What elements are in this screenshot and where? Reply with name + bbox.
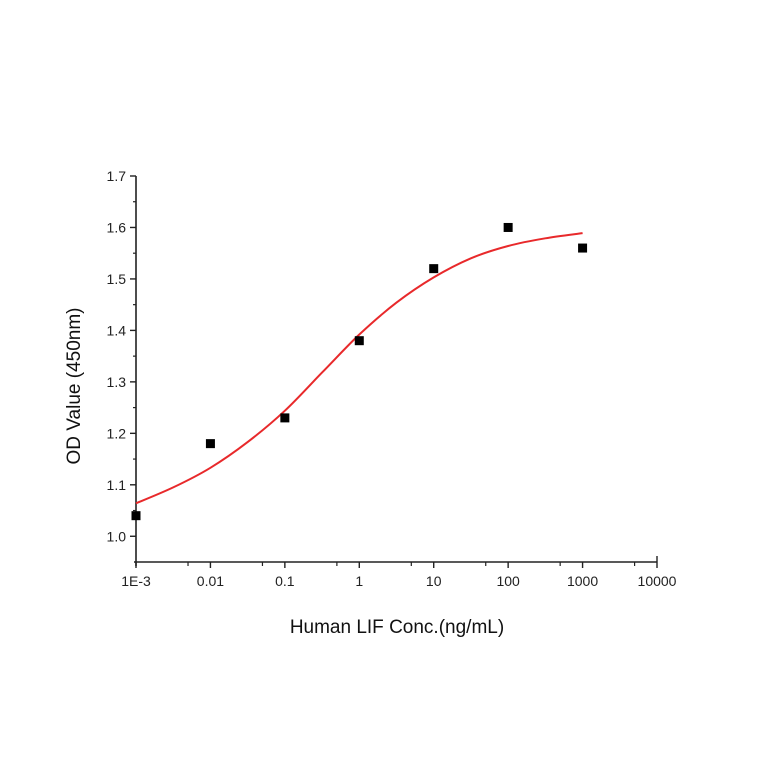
y-tick-label: 1.3 [107,374,127,390]
x-axis-title: Human LIF Conc.(ng/mL) [290,617,504,638]
y-tick-label: 1.2 [107,425,127,441]
x-tick-label: 0.01 [197,573,224,589]
data-point-square [578,243,588,253]
y-tick-label: 1.6 [107,219,127,235]
x-axis: 1E-3 0.01 0.1 1 10 100 1000 10000 [121,556,677,589]
y-tick-label: 1.7 [107,168,127,184]
x-tick-label: 1 [355,573,363,589]
data-point-square [205,439,215,449]
fit-curve-path [135,232,583,505]
data-point-square [131,511,141,521]
data-point-square [503,222,513,232]
x-tick-label: 1000 [567,573,598,589]
y-tick-label: 1.0 [107,528,127,544]
y-tick-label: 1.5 [107,271,127,287]
x-tick-label: 100 [496,573,520,589]
x-tick-label: 0.1 [275,573,295,589]
y-axis: 1.0 1.1 1.2 1.3 1.4 1.5 1.6 1.7 [107,168,137,566]
data-point-square [354,336,364,346]
y-tick-label: 1.1 [107,477,127,493]
x-tick-label: 10000 [638,573,677,589]
data-point-square [280,413,290,423]
data-points [131,222,588,521]
x-tick-label: 1E-3 [121,573,151,589]
data-point-square [429,264,439,274]
y-tick-label: 1.4 [107,322,127,338]
fitted-curve [135,232,583,505]
x-tick-label: 10 [426,573,442,589]
y-axis-title: OD Value (450nm) [64,308,85,465]
